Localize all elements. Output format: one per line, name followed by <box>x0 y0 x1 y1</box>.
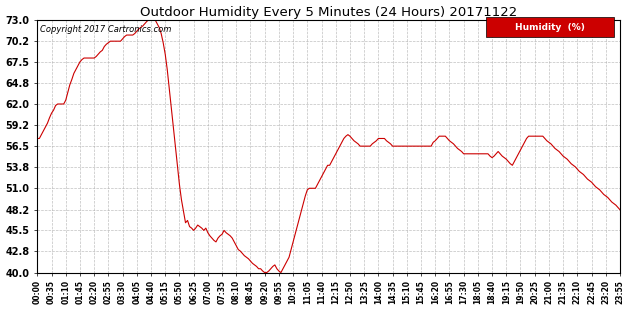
Text: Humidity  (%): Humidity (%) <box>515 23 585 32</box>
Title: Outdoor Humidity Every 5 Minutes (24 Hours) 20171122: Outdoor Humidity Every 5 Minutes (24 Hou… <box>140 6 517 19</box>
Text: Copyright 2017 Cartronics.com: Copyright 2017 Cartronics.com <box>40 25 171 34</box>
FancyBboxPatch shape <box>486 17 614 38</box>
